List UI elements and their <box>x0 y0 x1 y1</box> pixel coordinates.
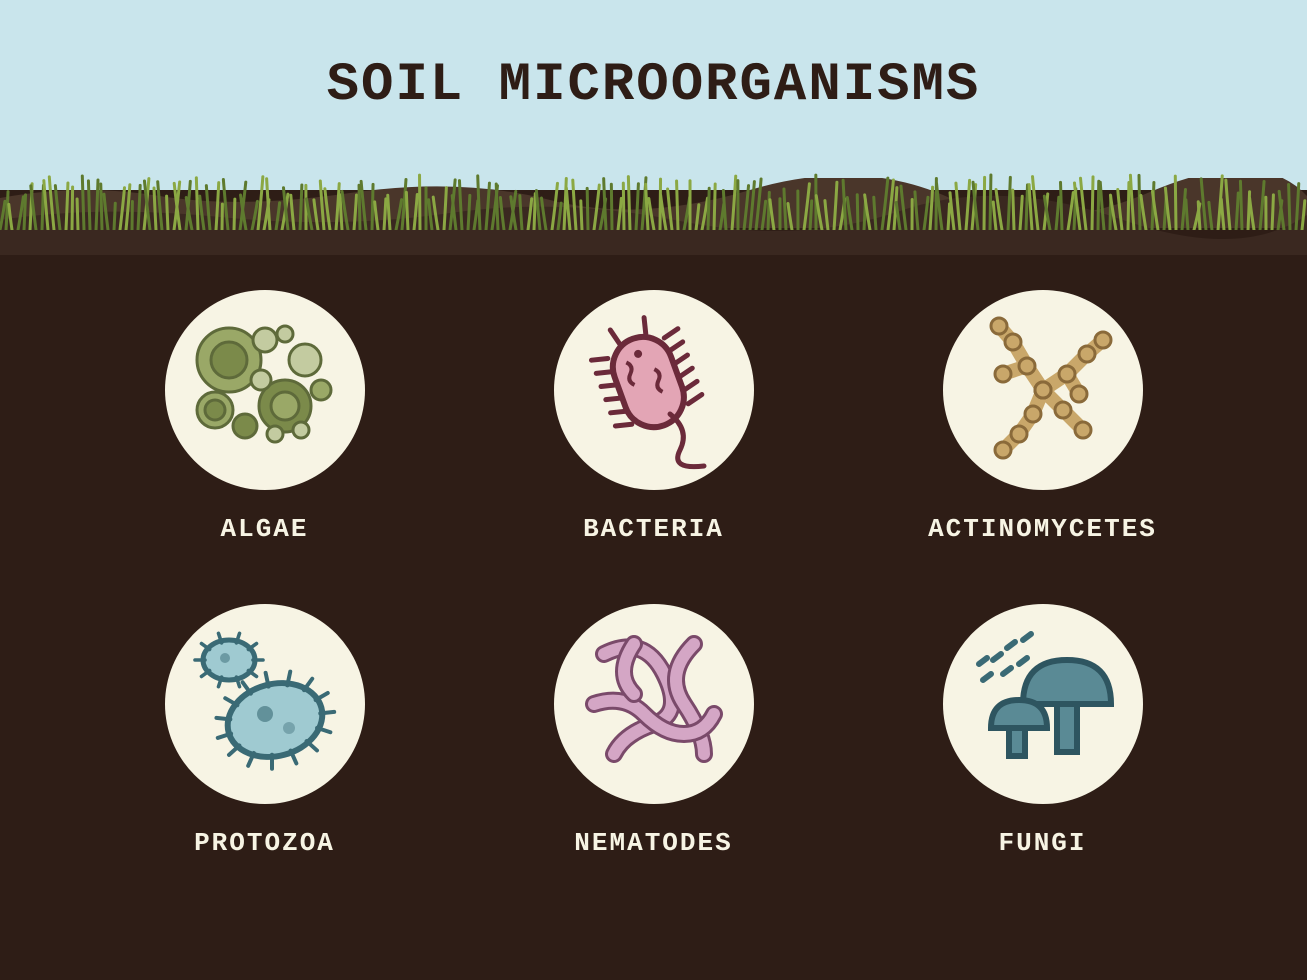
bacteria-label: BACTERIA <box>583 514 724 544</box>
cell-fungi: FUNGI <box>908 604 1177 858</box>
protozoa-icon <box>165 604 365 804</box>
nematodes-label: NEMATODES <box>574 828 732 858</box>
protozoa-label: PROTOZOA <box>194 828 335 858</box>
actinomycetes-icon <box>943 290 1143 490</box>
page-title: SOIL MICROORGANISMS <box>0 55 1307 116</box>
fungi-icon <box>943 604 1143 804</box>
organisms-grid: ALGAE BACTERIA ACTINOMYCETES PROTOZOA NE… <box>0 290 1307 858</box>
cell-nematodes: NEMATODES <box>519 604 788 858</box>
algae-label: ALGAE <box>220 514 308 544</box>
grass-decoration <box>0 150 1307 230</box>
bacteria-icon <box>554 290 754 490</box>
fungi-label: FUNGI <box>998 828 1086 858</box>
cell-actinomycetes: ACTINOMYCETES <box>908 290 1177 544</box>
cell-bacteria: BACTERIA <box>519 290 788 544</box>
cell-protozoa: PROTOZOA <box>130 604 399 858</box>
nematodes-icon <box>554 604 754 804</box>
algae-icon <box>165 290 365 490</box>
actinomycetes-label: ACTINOMYCETES <box>928 514 1157 544</box>
cell-algae: ALGAE <box>130 290 399 544</box>
